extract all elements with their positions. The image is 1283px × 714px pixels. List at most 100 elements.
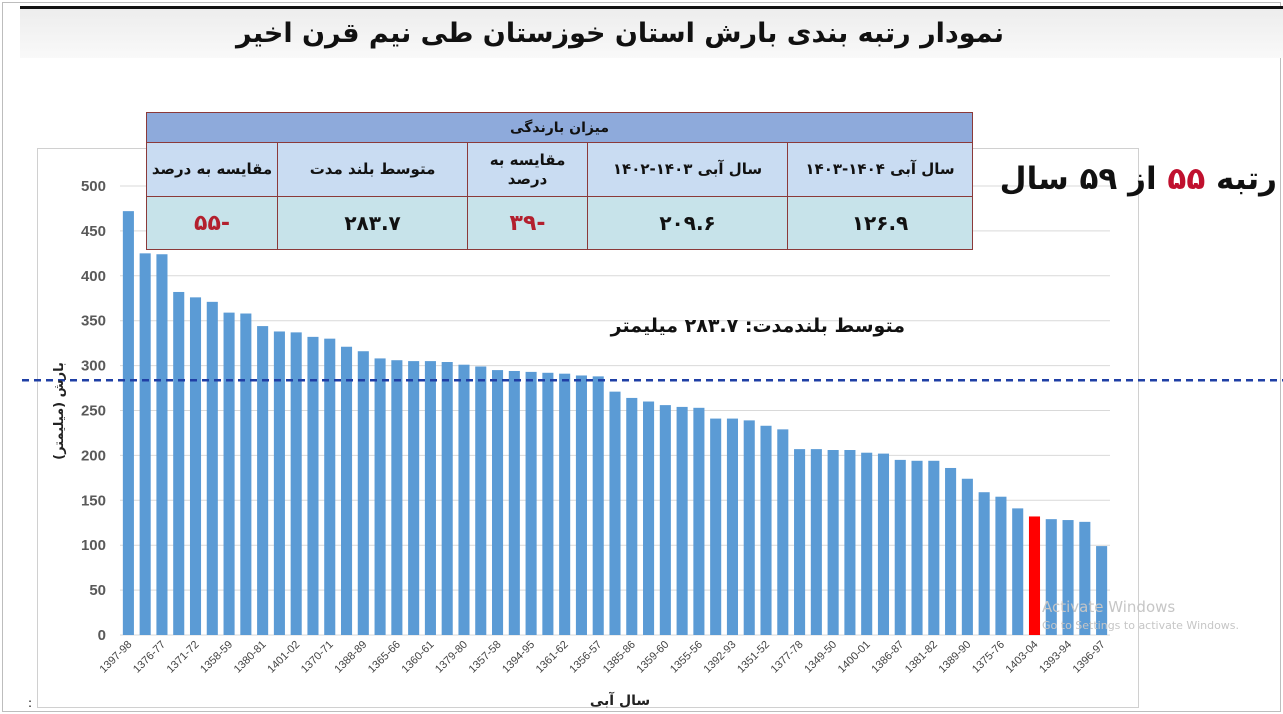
bar <box>1045 519 1057 635</box>
cell-water-year-1403: ۲۰۹.۶ <box>587 196 789 250</box>
page-title: نمودار رتبه بندی بارش استان خوزستان طی ن… <box>236 18 1004 49</box>
bar <box>827 450 839 635</box>
bar <box>139 253 151 635</box>
x-tick-label: 1360-61 <box>400 639 437 676</box>
x-tick-label: 1358-59 <box>198 639 235 676</box>
bar <box>777 429 789 635</box>
x-tick-label: 1371-72 <box>165 639 202 676</box>
cell-compare-percent: -۳۹ <box>467 196 589 250</box>
x-tick-label: 1394-95 <box>500 639 537 676</box>
bar <box>726 418 738 635</box>
bar <box>257 326 269 635</box>
rank-suffix: از ۵۹ سال <box>999 161 1157 197</box>
bar <box>743 420 755 635</box>
bar <box>122 211 134 636</box>
bar <box>324 338 336 635</box>
cell-water-year-1404: ۱۲۶.۹ <box>787 196 974 250</box>
x-tick-label: 1376-77 <box>131 639 168 676</box>
bar <box>575 375 587 635</box>
x-tick-label: 1403-04 <box>1004 639 1041 676</box>
x-tick-label: 1386-87 <box>869 639 906 676</box>
bar <box>1079 521 1091 635</box>
bar <box>223 312 235 635</box>
x-tick-label: 1375-76 <box>970 639 1007 676</box>
bar <box>877 453 890 635</box>
bar <box>643 401 655 635</box>
x-tick-label: 1392-93 <box>702 639 739 676</box>
x-tick-label: 1361-62 <box>534 639 571 676</box>
rank-prefix: رتبه <box>1216 161 1277 197</box>
table-header: میزان بارندگی <box>145 112 974 143</box>
x-tick-label: 1393-94 <box>1037 639 1074 676</box>
activate-windows-title: Activate Windows <box>1042 598 1176 616</box>
y-tick-label: 100 <box>81 537 106 554</box>
col-header-water-year-1403: سال آبی ۱۴۰۳-۱۴۰۲ <box>587 142 789 197</box>
y-tick-label: 200 <box>81 447 106 464</box>
y-tick-label: 450 <box>81 223 106 240</box>
bar <box>676 406 688 635</box>
x-tick-label: 1379-80 <box>433 639 470 676</box>
rainfall-stats-table: میزان بارندگی سال آبی ۱۴۰۴-۱۴۰۳ سال آبی … <box>145 112 974 250</box>
bar <box>374 358 386 635</box>
bar <box>710 418 722 635</box>
cell-compare-percent-2: -۵۵ <box>145 196 279 250</box>
bar <box>1062 520 1074 635</box>
bar <box>156 254 168 636</box>
bar <box>1096 546 1108 635</box>
col-header-water-year-1404: سال آبی ۱۴۰۴-۱۴۰۳ <box>787 142 974 197</box>
x-tick-label: 1385-86 <box>601 639 638 676</box>
x-tick-label: 1356-57 <box>567 639 604 676</box>
rank-value: ۵۵ <box>1167 161 1206 197</box>
bar <box>894 459 906 635</box>
bar <box>978 492 990 635</box>
bar <box>794 449 806 635</box>
bar <box>1012 508 1024 635</box>
x-tick-label: 1397-98 <box>97 639 134 676</box>
x-tick-label: 1389-90 <box>936 639 973 676</box>
x-tick-label: 1388-89 <box>332 639 369 676</box>
x-tick-label: 1401-02 <box>265 639 302 676</box>
bar <box>492 370 504 635</box>
bar <box>928 460 940 635</box>
bar <box>810 449 822 635</box>
y-tick-label: 50 <box>89 582 106 599</box>
col-header-compare-percent-2: مقایسه به درصد <box>145 142 279 197</box>
y-tick-label: 350 <box>81 313 106 330</box>
bar <box>273 331 285 635</box>
y-tick-label: 150 <box>81 492 106 509</box>
bar <box>861 452 873 635</box>
bar <box>458 364 470 635</box>
x-tick-label: 1396-97 <box>1071 639 1108 676</box>
bar <box>391 360 403 635</box>
x-tick-label: 1380-81 <box>232 639 269 676</box>
bar <box>559 373 571 635</box>
bar <box>508 370 520 635</box>
bar <box>760 425 772 635</box>
x-tick-label: 1349-50 <box>802 639 839 676</box>
bars <box>122 211 1108 636</box>
y-tick-labels: 0 50 100 150 200 250 300 350 400 450 500 <box>81 178 106 644</box>
rank-label: رتبه ۵۵ از ۵۹ سال <box>1000 157 1277 201</box>
bar <box>945 467 957 635</box>
col-header-compare-percent: مقایسه به درصد <box>467 142 589 197</box>
corner-mark: : <box>28 696 33 710</box>
x-axis-title: سال آبی <box>589 693 651 709</box>
x-tick-label: 1370-71 <box>299 639 336 676</box>
bar <box>240 313 252 635</box>
y-tick-label: 400 <box>81 268 106 285</box>
bar <box>844 450 856 635</box>
cell-long-term-mean: ۲۸۳.۷ <box>277 196 469 250</box>
x-tick-labels: 1397-981376-771371-721358-591380-811401-… <box>97 639 1107 676</box>
y-tick-label: 300 <box>81 358 106 375</box>
x-tick-label: 1359-60 <box>634 639 671 676</box>
title-band-line <box>20 6 1283 9</box>
bar <box>542 372 554 635</box>
bar <box>525 371 537 635</box>
bar <box>408 361 420 635</box>
bar <box>995 496 1007 635</box>
bar <box>424 361 436 635</box>
bar <box>626 397 638 635</box>
bar <box>206 301 218 635</box>
